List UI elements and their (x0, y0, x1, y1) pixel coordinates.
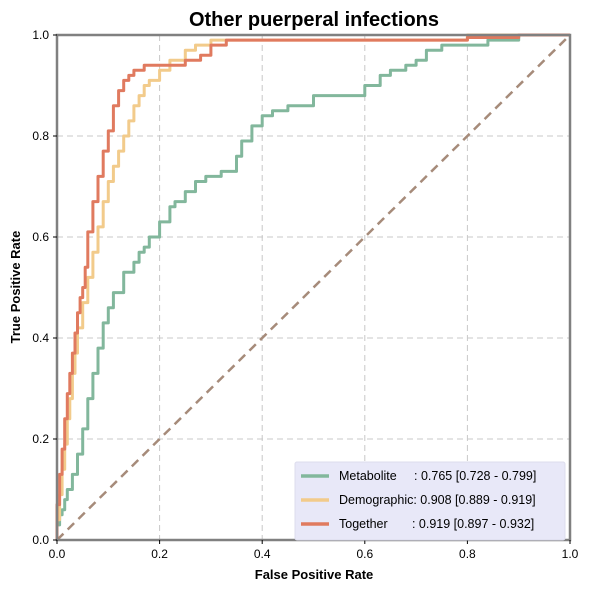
x-axis-label: False Positive Rate (255, 567, 374, 582)
roc-curve-together (55, 33, 570, 540)
legend-label-together: Together : 0.919 [0.897 - 0.932] (339, 517, 534, 531)
legend: Metabolite : 0.765 [0.728 - 0.799] Demogr… (294, 461, 566, 541)
x-tick-label: 0.2 (151, 547, 168, 561)
x-tick-label: 0.4 (254, 547, 271, 561)
y-axis-label: True Positive Rate (8, 231, 23, 344)
y-tick-label: 0.8 (32, 129, 49, 143)
y-tick-label: 0.2 (32, 432, 49, 446)
x-tick-label: 0.0 (49, 547, 66, 561)
tick-layer: 0.0 0.2 0.4 0.6 0.8 1.0 0.0 0.2 0.4 0.6 0.8 1.0 (32, 28, 578, 561)
series-layer (55, 33, 570, 540)
y-tick-label: 0.4 (32, 331, 49, 345)
y-tick-label: 1.0 (32, 28, 49, 42)
x-tick-label: 0.8 (459, 547, 476, 561)
legend-label-demographic: Demographic: 0.908 [0.889 - 0.919] (339, 493, 536, 507)
roc-curve-metabolite (55, 33, 570, 540)
x-tick-label: 1.0 (562, 547, 579, 561)
y-tick-label: 0.0 (32, 533, 49, 547)
x-tick-label: 0.6 (356, 547, 373, 561)
chart-title: Other puerperal infections (189, 9, 439, 31)
y-tick-label: 0.6 (32, 230, 49, 244)
legend-label-metabolite: Metabolite : 0.765 [0.728 - 0.799] (339, 469, 536, 483)
legend-box (294, 461, 566, 541)
